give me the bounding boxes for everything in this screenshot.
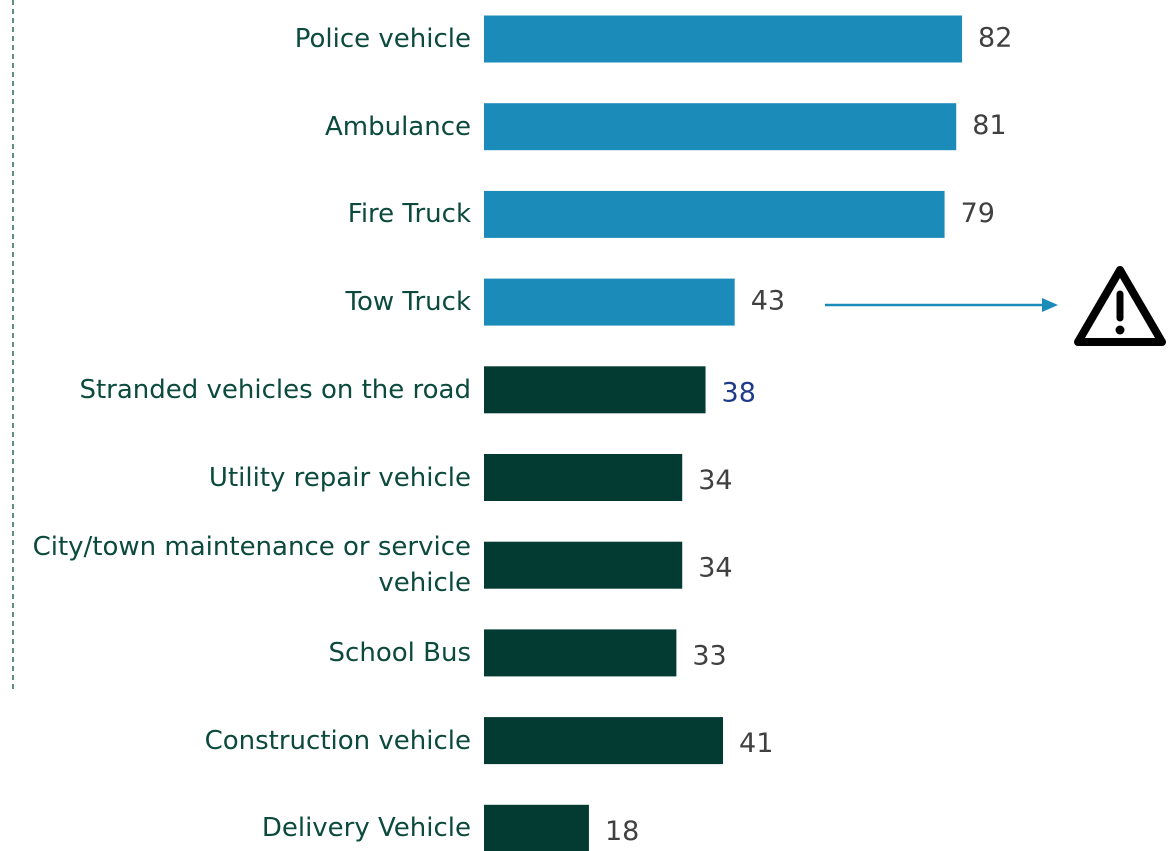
category-label: Tow Truck (345, 287, 471, 318)
bar (484, 366, 706, 414)
value-label: 81 (972, 110, 1006, 141)
value-label: 38 (722, 377, 756, 408)
bar (484, 190, 945, 238)
value-label: 33 (692, 640, 726, 671)
bar (484, 454, 683, 501)
category-label: Police vehicle (294, 24, 471, 54)
category-label: School Bus (328, 637, 471, 668)
category-label: Construction vehicle (204, 725, 471, 756)
category-label: Stranded vehicles on the road (79, 374, 471, 405)
category-label: City/town maintenance or service vehicle (32, 532, 471, 599)
value-label: 41 (739, 728, 773, 759)
category-label: Fire Truck (347, 199, 471, 230)
arrow-head (1042, 298, 1058, 312)
category-label: Utility repair vehicle (208, 462, 471, 493)
category-label: Delivery Vehicle (261, 813, 471, 844)
bar (484, 15, 963, 63)
value-label: 34 (698, 465, 732, 496)
value-label: 34 (698, 553, 732, 584)
bar (484, 103, 957, 151)
bar (484, 804, 589, 851)
value-label: 82 (978, 23, 1012, 54)
bar (484, 541, 683, 589)
bar (484, 717, 724, 765)
value-label: 43 (751, 286, 785, 317)
category-label: Ambulance (324, 111, 471, 142)
bar (484, 629, 677, 677)
bar (484, 278, 735, 326)
value-label: 79 (961, 198, 995, 229)
value-label: 18 (605, 816, 639, 847)
warning-icon (1074, 266, 1166, 346)
